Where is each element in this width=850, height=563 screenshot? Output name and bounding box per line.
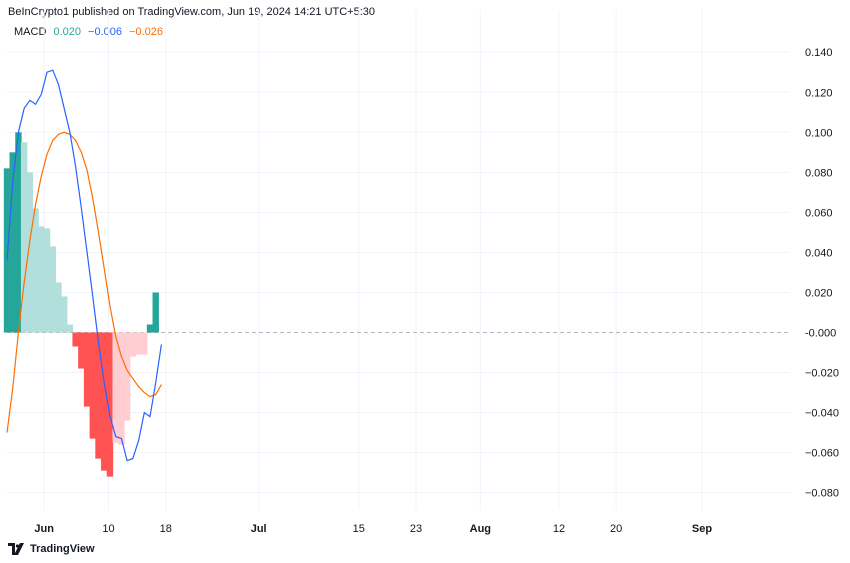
histogram-bar [49,246,56,333]
x-tick-label: Aug [470,523,491,535]
histogram-bar [112,332,119,443]
y-tick-label: -0.000 [805,328,836,340]
brand-name: TradingView [30,543,95,555]
histogram-bar [118,332,125,445]
y-tick-label: 0.140 [805,47,833,59]
histogram-bar [43,228,51,333]
histogram-bar [3,168,11,333]
histogram-bar [15,132,22,333]
y-tick-label: −0.080 [805,488,839,500]
histogram-bar [55,282,62,333]
histogram-bar [146,324,154,333]
y-tick-label: 0.080 [805,167,833,179]
histogram-bar [141,332,148,355]
indicator-legend: MACD 0.020 −0.006 −0.026 [14,26,167,38]
histogram-bar [106,332,114,477]
histogram-bar [9,152,16,333]
histogram-bar [61,296,68,333]
x-tick-label: 15 [353,523,365,535]
histogram-bar [20,142,28,333]
y-tick-label: −0.060 [805,448,839,460]
macd-line [6,69,162,462]
x-tick-label: 12 [553,523,565,535]
grid-lines [7,10,790,510]
x-tick-label: Sep [692,523,712,535]
x-tick-label: Jun [34,523,54,535]
publish-info: BeInCrypto1 published on TradingView.com… [8,6,376,18]
y-tick-label: 0.120 [805,87,833,99]
axis-tick-labels: 0.140 0.120 0.100 0.080 0.060 0.040 0.020 -0.00… [34,47,839,535]
histogram-bar [83,332,91,407]
histogram-bar [72,332,79,347]
histogram-bar [123,332,131,421]
histogram-bar [26,172,34,333]
y-tick-label: 0.060 [805,207,833,219]
x-tick-label: 23 [410,523,422,535]
x-tick-label: 20 [610,523,622,535]
histogram-bar [95,332,102,459]
histogram-bar [129,332,137,357]
x-tick-label: Jul [251,523,267,535]
histogram-value: 0.020 [53,26,81,38]
y-tick-label: 0.040 [805,247,833,259]
histogram-bar [101,332,108,471]
x-tick-label: 10 [102,523,114,535]
signal-line [6,131,162,433]
y-tick-label: −0.040 [805,408,839,420]
macd-value: −0.006 [88,26,122,38]
signal-value: −0.026 [129,26,164,38]
tradingview-logo[interactable]: TradingView [8,543,95,555]
histogram-bar [32,208,39,333]
histogram-bar [78,332,85,369]
histogram-bar [66,324,74,333]
y-tick-label: −0.020 [805,368,839,380]
y-tick-label: 0.020 [805,287,833,299]
x-tick-label: 18 [160,523,172,535]
histogram-bar [152,292,159,333]
y-tick-label: 0.100 [805,127,833,139]
tradingview-logo-icon [8,543,24,555]
histogram-bars [3,132,159,477]
histogram-bar [135,332,142,355]
indicator-name[interactable]: MACD [14,26,47,38]
histogram-bar [38,226,45,333]
histogram-bar [89,332,96,439]
